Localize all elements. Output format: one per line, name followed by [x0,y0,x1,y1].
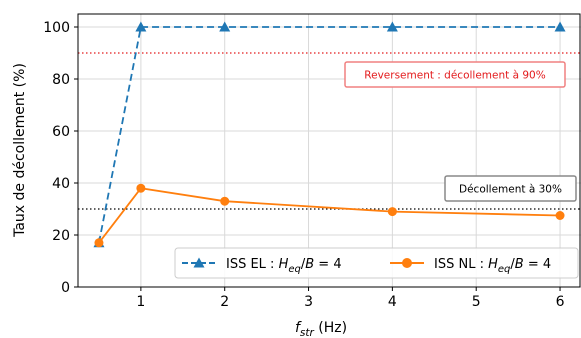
x-axis-label: fstr (Hz) [295,320,347,338]
y-tick-label: 60 [52,124,70,140]
annotation-decollement-30-box [444,175,577,202]
y-tick-label: 20 [52,228,70,244]
legend-label-iss-nl-value: = 4 [524,257,551,272]
legend-label-iss-nl-math3: B [515,257,524,272]
legend-circle-marker [402,258,412,268]
legend-triangle-marker [193,257,205,268]
x-axis-label-sub: str [300,327,315,338]
legend-label-iss-nl: ISS NL : Heq/B = 4 [434,257,551,275]
legend-label-iss-el: ISS EL : Heq/B = 4 [226,257,342,275]
legend-label-iss-el-math: H [279,257,289,272]
data-point-circle [136,183,146,193]
legend-label-iss-nl-math2: / [510,257,515,272]
series-layer [93,21,566,248]
legend-label-iss-nl-sub: eq [498,264,511,275]
legend-label-iss-el-sub: eq [288,264,301,275]
x-axis-label-unit: (Hz) [314,320,347,336]
data-point-triangle [386,21,398,32]
y-tick-label: 40 [52,176,70,192]
legend-entry-iss-nl: ISS NL : Heq/B = 4 [390,257,551,275]
annotation-reversement-text: Reversement : décollement à 90% [364,70,545,82]
annotation-reversement-box [344,61,566,88]
y-tick-label: 100 [43,20,70,36]
data-point-triangle [219,21,231,32]
legend-label-iss-el-prefix: ISS EL : [226,257,279,272]
legend-label-iss-el-math3: B [305,257,314,272]
legend-label-iss-nl-prefix: ISS NL : [434,257,488,272]
legend-label-iss-el-math2: / [301,257,306,272]
legend-label-iss-nl-math: H [488,257,498,272]
y-tick-label: 80 [52,72,70,88]
x-tick-label: 3 [304,294,313,310]
x-tick-label: 2 [220,294,229,310]
data-point-circle [387,207,397,217]
data-point-circle [555,211,565,220]
x-tick-label: 5 [472,294,481,310]
data-point-triangle [554,21,566,32]
y-tick-label: 0 [61,280,70,296]
data-point-circle [94,238,104,248]
annotation-decollement-30-text: Décollement à 30% [459,184,562,196]
x-tick-label: 4 [388,294,397,310]
legend-entry-iss-el: ISS EL : Heq/B = 4 [182,257,342,275]
axes-frame [77,13,581,288]
data-point-triangle [135,21,147,32]
annotation-decollement-30: Décollement à 30% [444,175,577,202]
x-axis-label-main: f [295,320,302,336]
x-tick-label: 1 [136,294,145,310]
x-tick-label: 6 [556,294,565,310]
y-axis-label: Taux de décollement (%) [12,63,28,238]
data-point-circle [220,196,230,206]
legend-frame [174,247,579,279]
legend-label-iss-el-value: = 4 [314,257,341,272]
legend: ISS EL : Heq/B = 4 ISS NL : Heq/B = 4 [174,247,579,279]
annotation-reversement: Reversement : décollement à 90% [344,61,566,88]
